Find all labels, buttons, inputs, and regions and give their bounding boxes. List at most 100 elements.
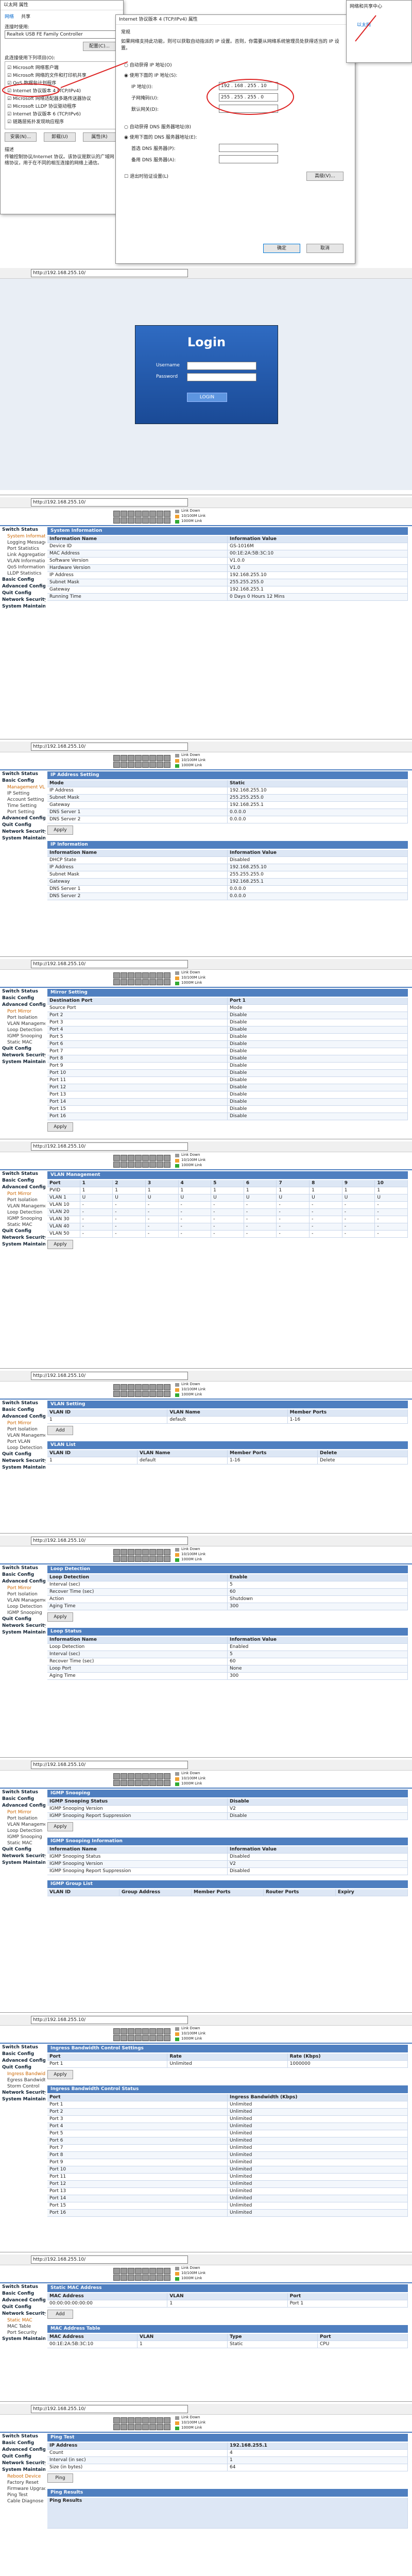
submenu-item[interactable]: Port Isolation <box>7 1816 38 1821</box>
menu-item[interactable]: Network Security <box>2 2461 45 2466</box>
port-icon[interactable] <box>121 2035 127 2041</box>
port-icon[interactable] <box>128 511 134 517</box>
port-icon[interactable] <box>164 2268 170 2274</box>
port-icon[interactable] <box>113 2417 120 2423</box>
url[interactable]: http://192.168.255.10/ <box>31 960 188 968</box>
list-item[interactable]: ☑ Internet 协议版本 6 (TCP/IPv6) <box>7 112 81 117</box>
menu-item[interactable]: Advanced Config <box>2 1185 45 1190</box>
port-icon[interactable] <box>121 517 127 524</box>
port-icon[interactable] <box>113 1549 120 1555</box>
port-icon[interactable] <box>164 755 170 761</box>
port-icon[interactable] <box>142 755 149 761</box>
popup-item[interactable]: 以太网 <box>357 23 371 28</box>
port-icon[interactable] <box>113 2035 120 2041</box>
dns1-input[interactable] <box>219 144 278 152</box>
port-icon[interactable] <box>142 511 149 517</box>
submenu-item[interactable]: VLAN Management <box>7 1204 45 1209</box>
port-icon[interactable] <box>135 1391 142 1397</box>
menu-item[interactable]: Network Security <box>2 597 45 602</box>
menu-item[interactable]: System Maintain <box>2 1059 45 1065</box>
url[interactable]: http://192.168.255.10/ <box>31 2255 188 2264</box>
port-icon[interactable] <box>113 1384 120 1390</box>
port-icon[interactable] <box>149 1549 156 1555</box>
port-icon[interactable] <box>113 1161 120 1168</box>
menu-item[interactable]: Network Security <box>2 1854 45 1859</box>
port-icon[interactable] <box>135 1773 142 1779</box>
submenu-item[interactable]: VLAN Management <box>7 1822 45 1827</box>
port-icon[interactable] <box>142 2275 149 2281</box>
menu-item[interactable]: System Maintain <box>2 836 45 841</box>
submenu-item[interactable]: Port Mirror <box>7 1810 32 1815</box>
submenu-item[interactable]: Port Isolation <box>7 1198 38 1203</box>
port-icon[interactable] <box>149 1155 156 1161</box>
port-icon[interactable] <box>142 2424 149 2430</box>
port-icon[interactable] <box>142 1384 149 1390</box>
menu-item[interactable]: System Maintain <box>2 1465 45 1470</box>
port-icon[interactable] <box>157 2275 163 2281</box>
port-icon[interactable] <box>113 2424 120 2430</box>
menu-item[interactable]: Advanced Config <box>2 1803 45 1808</box>
list-item[interactable]: ☑ Internet 协议版本 4 (TCP/IPv4) <box>7 89 81 94</box>
submenu-item[interactable]: Static MAC <box>7 2318 32 2323</box>
port-icon[interactable] <box>164 972 170 979</box>
port-icon[interactable] <box>135 1161 142 1168</box>
cancel-button[interactable]: 取消 <box>306 244 344 253</box>
button[interactable]: Apply <box>47 1822 73 1831</box>
menu-item[interactable]: Advanced Config <box>2 2447 45 2452</box>
port-icon[interactable] <box>128 1549 134 1555</box>
checkbox[interactable]: ☐ 退出时验证设置(L) <box>124 174 168 179</box>
menu-item[interactable]: Network Security <box>2 829 45 834</box>
menu-item[interactable]: Quit Config <box>2 1617 31 1622</box>
port-icon[interactable] <box>157 979 163 985</box>
port-icon[interactable] <box>113 1155 120 1161</box>
menu-item[interactable]: Basic Config <box>2 2051 35 2057</box>
menu-item[interactable]: Switch Status <box>2 1790 38 1795</box>
menu-item[interactable]: Switch Status <box>2 527 38 532</box>
menu-item[interactable]: Basic Config <box>2 1178 35 1183</box>
port-icon[interactable] <box>164 511 170 517</box>
username-input[interactable] <box>187 362 256 370</box>
menu-item[interactable]: Quit Config <box>2 1847 31 1852</box>
port-icon[interactable] <box>121 762 127 768</box>
port-icon[interactable] <box>157 2417 163 2423</box>
submenu-item[interactable]: Port Isolation <box>7 1592 38 1597</box>
port-icon[interactable] <box>113 755 120 761</box>
port-icon[interactable] <box>135 2417 142 2423</box>
port-icon[interactable] <box>128 517 134 524</box>
submenu-item[interactable]: Port Isolation <box>7 1427 38 1432</box>
port-icon[interactable] <box>149 2035 156 2041</box>
port-icon[interactable] <box>142 1556 149 1562</box>
port-icon[interactable] <box>164 1391 170 1397</box>
submenu-item[interactable]: IGMP Snooping <box>7 1610 42 1615</box>
tab[interactable]: 常规 <box>121 30 131 35</box>
port-icon[interactable] <box>157 2424 163 2430</box>
button[interactable]: Apply <box>47 1612 73 1622</box>
submenu-item[interactable]: Time Setting <box>7 803 37 809</box>
menu-item[interactable]: Network Security <box>2 1235 45 1240</box>
port-icon[interactable] <box>121 1391 127 1397</box>
submenu-item[interactable]: Static MAC <box>7 1040 32 1045</box>
port-icon[interactable] <box>157 1384 163 1390</box>
submenu-item[interactable]: Ingress Bandwidth <box>7 2072 45 2077</box>
submenu-item[interactable]: Firmware Upgrade <box>7 2486 45 2491</box>
port-icon[interactable] <box>135 1780 142 1786</box>
port-icon[interactable] <box>128 2268 134 2274</box>
port-icon[interactable] <box>164 2028 170 2034</box>
port-icon[interactable] <box>113 762 120 768</box>
port-icon[interactable] <box>135 517 142 524</box>
port-icon[interactable] <box>149 2417 156 2423</box>
port-icon[interactable] <box>149 2424 156 2430</box>
port-icon[interactable] <box>142 2035 149 2041</box>
submenu-item[interactable]: LLDP Statistics <box>7 571 42 576</box>
submenu-item[interactable]: Port Mirror <box>7 1191 32 1197</box>
button[interactable]: Add <box>47 2310 73 2319</box>
submenu-item[interactable]: Reboot Device <box>7 2474 41 2479</box>
port-icon[interactable] <box>142 1391 149 1397</box>
submenu-item[interactable]: Port VLAN <box>7 1439 30 1444</box>
port-icon[interactable] <box>142 762 149 768</box>
menu-item[interactable]: Advanced Config <box>2 584 45 589</box>
port-icon[interactable] <box>128 1155 134 1161</box>
mask-input[interactable]: 255 . 255 . 255 . 0 <box>219 93 278 102</box>
url[interactable]: http://192.168.255.10/ <box>31 743 188 751</box>
menu-item[interactable]: Advanced Config <box>2 2298 45 2303</box>
